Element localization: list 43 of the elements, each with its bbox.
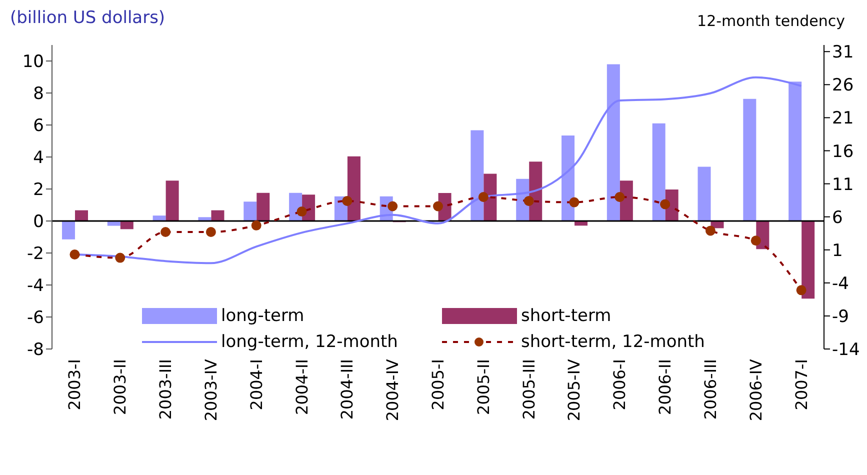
x-tick-label: 2003-II — [110, 359, 130, 415]
y2-tick-label: 21 — [832, 108, 854, 129]
x-tick-label: 2005-I — [428, 359, 448, 410]
x-tick-label: 2003-III — [156, 359, 176, 420]
legend-label: short-term — [521, 306, 612, 326]
x-tick-label: 2006-IV — [746, 358, 766, 422]
legend-label: long-term — [221, 306, 304, 326]
x-tick-label: 2004-III — [338, 359, 357, 420]
y-tick-label: 0 — [33, 212, 44, 232]
y-axis-title: (billion US dollars) — [10, 8, 166, 28]
y2-tick-label: -14 — [832, 340, 860, 360]
x-tick-label: 2007-I — [792, 359, 811, 410]
x-tick-label: 2003-I — [65, 359, 84, 410]
y2-tick-label: 31 — [832, 42, 854, 63]
x-tick-label: 2004-I — [246, 359, 266, 410]
y-tick-label: 8 — [33, 84, 44, 104]
x-tick-label: 2006-II — [656, 359, 675, 415]
x-tick-label: 2006-I — [610, 359, 630, 410]
y-tick-label: 4 — [33, 148, 44, 168]
x-tick-label: 2005-III — [519, 359, 538, 420]
y2-tick-label: -9 — [832, 306, 849, 327]
y-tick-label: -8 — [27, 340, 44, 360]
y-tick-label: -4 — [27, 276, 44, 296]
y-tick-label: 6 — [33, 116, 44, 136]
y-tick-label: 10 — [22, 52, 44, 72]
y2-tick-label: -4 — [832, 274, 849, 294]
x-tick-label: 2004-IV — [383, 358, 402, 422]
legend-label: long-term, 12-month — [221, 332, 398, 352]
y-tick-label: -2 — [27, 244, 44, 264]
y2-axis-title: 12-month tendency — [697, 12, 845, 30]
y2-tick-label: 16 — [832, 142, 854, 162]
legend-label: short-term, 12-month — [521, 332, 705, 352]
x-tick-label: 2005-IV — [564, 358, 584, 422]
y2-tick-label: 1 — [832, 240, 843, 261]
x-tick-label: 2003-IV — [201, 358, 220, 422]
x-tick-label: 2004-II — [292, 359, 312, 415]
x-tick-label: 2005-II — [474, 359, 493, 415]
x-tick-label: 2006-III — [700, 359, 720, 420]
y2-tick-label: 6 — [832, 208, 843, 228]
y2-tick-label: 11 — [832, 174, 854, 195]
y-tick-label: -6 — [27, 308, 44, 328]
y-tick-label: 2 — [33, 180, 44, 200]
y2-tick-label: 26 — [832, 76, 854, 96]
